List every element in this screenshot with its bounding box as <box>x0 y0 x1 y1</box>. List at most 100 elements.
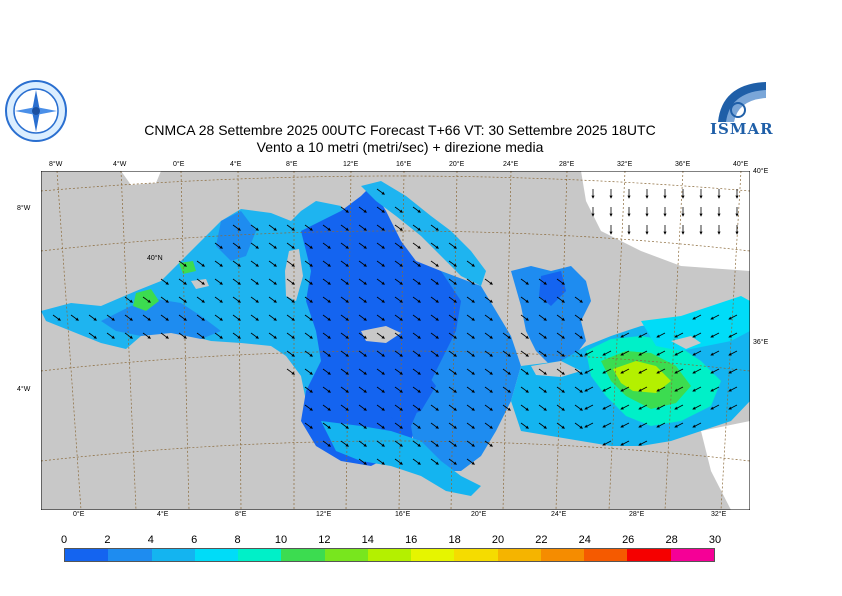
wind-arrow <box>214 260 223 267</box>
wind-arrow <box>142 314 151 321</box>
wind-arrow <box>340 404 349 411</box>
wind-arrow <box>286 350 295 357</box>
wind-arrow <box>602 350 612 356</box>
wind-arrow <box>484 440 493 447</box>
wind-arrow <box>304 332 313 339</box>
wind-arrow <box>412 368 421 375</box>
colorbar-tick-label: 6 <box>191 534 198 546</box>
compass-rose-icon <box>5 80 67 142</box>
wind-arrow <box>412 242 421 249</box>
colorbar-cell <box>367 549 412 561</box>
top-lon-label: 32°E <box>617 161 633 168</box>
wind-arrow <box>376 386 385 393</box>
wind-arrow <box>448 260 457 267</box>
wind-arrow <box>340 278 349 285</box>
wind-arrow <box>394 314 403 321</box>
wind-arrow <box>412 422 421 429</box>
wind-arrow <box>484 296 493 303</box>
wind-arrow <box>340 296 349 303</box>
bottom-lon-label: 24°E <box>551 511 567 518</box>
wind-arrow <box>340 422 349 429</box>
wind-arrow <box>160 332 169 339</box>
colorbar-tick-label: 22 <box>535 534 548 546</box>
wind-arrow <box>340 260 349 267</box>
colorbar-cell <box>454 549 498 561</box>
wind-arrow <box>268 332 277 339</box>
top-lon-label: 20°E <box>449 161 465 168</box>
wind-arrow <box>620 404 630 410</box>
wind-arrow <box>358 350 367 357</box>
wind-arrow <box>412 296 421 303</box>
wind-arrow <box>304 314 313 321</box>
wind-arrow <box>178 296 187 303</box>
colorbar-cell <box>627 549 671 561</box>
bottom-lon-label: 12°E <box>316 511 332 518</box>
top-lon-label: 36°E <box>675 161 691 168</box>
wind-arrow <box>430 332 439 339</box>
wind-arrow <box>656 422 666 428</box>
colorbar <box>64 548 715 562</box>
bottom-lon-label: 28°E <box>629 511 645 518</box>
wind-arrow <box>520 350 529 357</box>
wind-arrow <box>304 368 313 375</box>
wind-arrow <box>448 314 457 321</box>
ismar-logo: ISMAR <box>708 78 773 142</box>
sea-aegean <box>511 266 591 366</box>
wind-arrow <box>394 404 403 411</box>
wind-arrow <box>710 404 720 410</box>
wind-arrow <box>250 332 259 339</box>
wind-arrow <box>304 422 313 429</box>
wind-arrow <box>674 368 684 374</box>
wind-arrow <box>376 278 385 285</box>
wind-arrow <box>376 188 385 195</box>
wind-arrow <box>340 350 349 357</box>
colorbar-tick-label: 20 <box>491 534 505 546</box>
wind-arrow <box>466 404 475 411</box>
wind-arrow <box>520 368 529 375</box>
wind-arrow <box>584 386 594 392</box>
wind-arrow <box>358 386 367 393</box>
wind-arrow <box>466 278 475 285</box>
wind-arrow <box>556 422 565 429</box>
wind-arrow <box>214 242 223 249</box>
wind-arrow <box>638 332 648 338</box>
wind-arrow <box>538 296 547 303</box>
wind-arrow <box>448 350 457 357</box>
wind-arrow <box>638 440 648 446</box>
colorbar-tick-label: 18 <box>448 534 461 546</box>
wind-arrow <box>538 422 547 429</box>
top-lon-label: 40°E <box>733 161 749 168</box>
wind-arrow <box>656 368 666 374</box>
wind-arrow <box>430 386 439 393</box>
wind-arrow <box>520 278 529 285</box>
wind-arrow <box>340 242 349 249</box>
bottom-lon-label: 16°E <box>395 511 411 518</box>
wind-arrow <box>394 278 403 285</box>
wind-arrow <box>448 404 457 411</box>
wind-arrow <box>358 440 367 447</box>
right-lat-label-2: 36°E <box>753 339 769 346</box>
wind-arrow <box>692 386 702 392</box>
wind-arrow <box>502 404 511 411</box>
wind-arrow <box>656 404 666 410</box>
wind-arrow <box>574 386 583 393</box>
wind-arrow <box>304 278 313 285</box>
wind-arrow <box>340 224 349 231</box>
wind-arrow <box>160 296 169 303</box>
wind-arrow <box>394 224 403 231</box>
wind-arrow <box>602 422 612 428</box>
colorbar-cell <box>281 549 325 561</box>
wind-arrow <box>466 260 475 267</box>
wind-map: 8°W 4°W 0°E 4°E 8°E 12°E 16°E 20°E 24°E 28°E 32°E 3… <box>17 161 768 518</box>
wind-arrow <box>394 206 403 213</box>
wind-arrow <box>620 440 630 446</box>
wind-arrow <box>358 368 367 375</box>
wind-arrow <box>286 368 295 375</box>
colorbar-tick-label: 28 <box>665 534 678 546</box>
wind-arrow <box>376 440 385 447</box>
wind-arrow <box>574 422 583 429</box>
top-lon-label: 4°E <box>230 161 242 168</box>
wind-arrow <box>358 242 367 249</box>
wind-arrow <box>466 332 475 339</box>
sea-adriatic <box>361 181 486 286</box>
